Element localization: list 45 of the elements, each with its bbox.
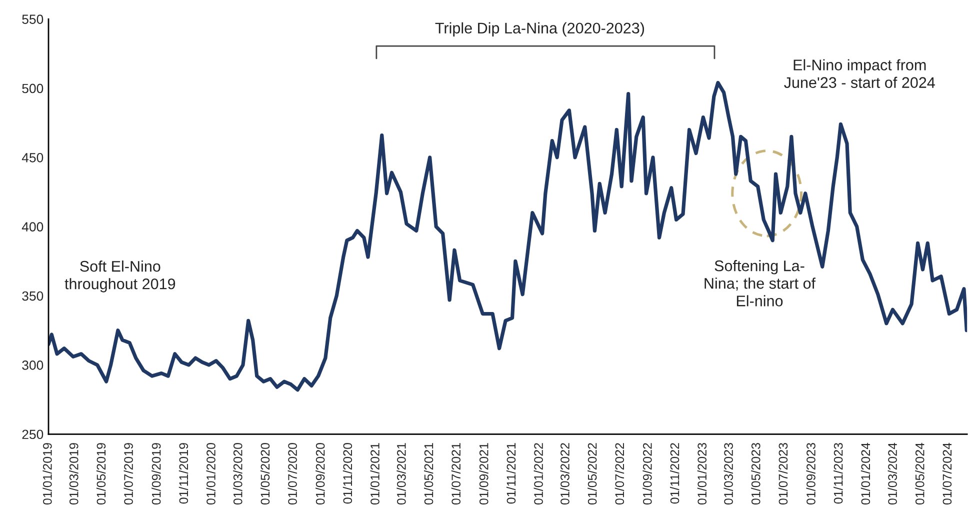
x-tick-label: 01/07/2024 [942, 442, 952, 505]
x-tick-label: 01/09/2023 [806, 443, 816, 505]
x-tick-label: 01/05/2024 [915, 442, 924, 505]
x-tick-label: 01/01/2020 [206, 442, 216, 505]
x-tick-label: 01/03/2022 [560, 443, 570, 505]
x-tick-label: 01/03/2019 [69, 443, 78, 505]
y-tick-label: 400 [22, 222, 44, 232]
x-tick-label: 01/07/2023 [778, 443, 788, 505]
x-tick-label: 01/01/2019 [42, 443, 52, 505]
y-tick-label: 500 [22, 84, 44, 94]
x-tick-label: 01/05/2022 [588, 443, 597, 505]
y-tick-label: 350 [22, 291, 44, 301]
x-tick-label: 01/07/2019 [124, 443, 133, 505]
x-tick-label: 01/07/2020 [288, 442, 297, 505]
annotation: Soft El-Nino throughout 2019 [64, 260, 176, 292]
x-tick-label: 01/03/2021 [396, 443, 406, 505]
x-tick-label: 01/09/2022 [642, 443, 652, 505]
y-tick-label: 550 [22, 14, 44, 24]
annotation: Triple Dip La-Nina (2020-2023) [435, 22, 644, 37]
x-tick-label: 01/05/2019 [96, 443, 106, 505]
x-tick-label: 01/11/2020 [342, 442, 352, 504]
x-tick-label: 01/07/2021 [451, 443, 461, 505]
y-tick-label: 450 [22, 152, 44, 162]
x-tick-label: 01/01/2022 [534, 443, 543, 505]
y-tick-label: 250 [22, 430, 44, 440]
x-tick-label: 01/03/2020 [233, 442, 242, 505]
x-tick-label: 01/03/2023 [724, 443, 733, 505]
x-tick-label: 01/11/2023 [834, 443, 843, 504]
x-tick-label: 01/03/2024 [888, 442, 897, 505]
x-tick-label: 01/11/2019 [178, 443, 188, 504]
x-tick-label: 01/01/2021 [370, 443, 380, 505]
y-tick-label: 300 [22, 360, 44, 370]
x-tick-label: 01/05/2020 [260, 442, 270, 505]
x-tick-label: 01/07/2022 [614, 443, 624, 505]
x-tick-label: 01/11/2021 [506, 443, 516, 504]
annotation: Softening La- Nina; the start of El-nino [704, 260, 816, 306]
x-tick-label: 01/01/2023 [697, 443, 707, 505]
x-tick-label: 01/05/2021 [424, 443, 434, 505]
x-tick-label: 01/09/2021 [479, 443, 488, 505]
x-tick-label: 01/11/2022 [670, 443, 680, 504]
x-tick-label: 01/09/2020 [316, 442, 325, 505]
x-tick-label: 01/09/2019 [152, 443, 161, 505]
annotation: El-Nino impact from June'23 - start of 2024 [784, 59, 935, 88]
x-tick-label: 01/01/2024 [860, 442, 870, 505]
x-tick-label: 01/05/2023 [751, 443, 760, 505]
